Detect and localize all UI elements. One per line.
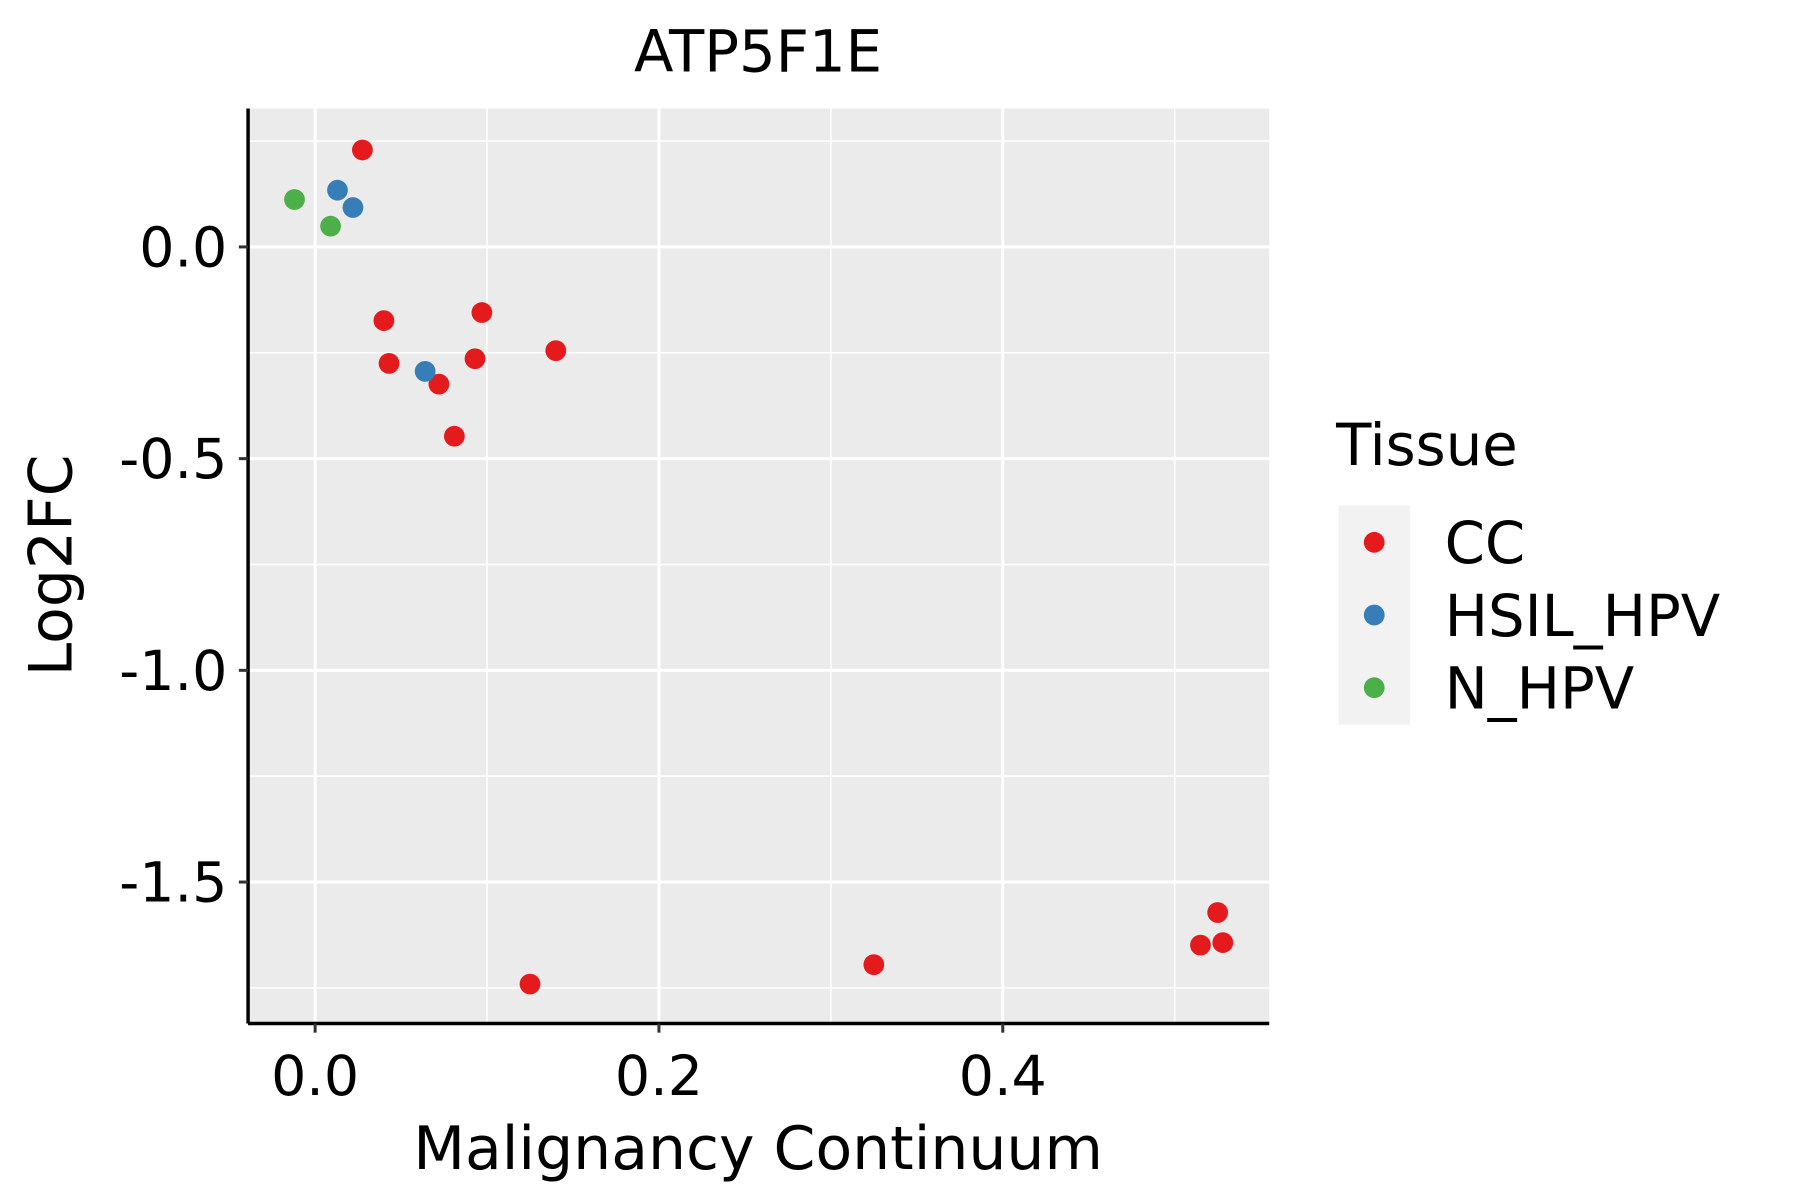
y-axis-label: Log2FC bbox=[17, 455, 87, 677]
data-point-cc bbox=[1207, 902, 1229, 923]
data-point-n-hpv bbox=[320, 215, 341, 237]
legend-label: CC bbox=[1445, 509, 1526, 577]
x-tick-label: 0.4 bbox=[959, 1045, 1047, 1109]
y-tick-label: -1.5 bbox=[119, 852, 227, 916]
y-tick-label: 0.0 bbox=[139, 217, 227, 281]
x-tick-label: 0.0 bbox=[271, 1045, 359, 1109]
legend-label: HSIL_HPV bbox=[1445, 582, 1721, 650]
data-point-cc bbox=[471, 302, 493, 323]
data-point-cc bbox=[443, 425, 465, 447]
chart-title: ATP5F1E bbox=[634, 18, 882, 86]
legend-key-hsil-hpv bbox=[1363, 604, 1385, 626]
data-point-cc bbox=[1212, 932, 1234, 953]
data-point-hsil-hpv bbox=[342, 197, 364, 218]
data-point-cc bbox=[464, 348, 486, 370]
y-tick-label: -1.0 bbox=[119, 640, 227, 704]
legend-key-n-hpv bbox=[1363, 677, 1385, 699]
data-point-hsil-hpv bbox=[327, 179, 348, 201]
x-tick-label: 0.2 bbox=[615, 1045, 703, 1109]
legend-title: Tissue bbox=[1335, 411, 1518, 479]
axis-ticks: 0.0 0.2 0.4 0.0 -0.5 -1.0 -1.5 bbox=[119, 217, 1047, 1109]
legend-key-cc bbox=[1363, 531, 1385, 553]
data-point-cc bbox=[428, 373, 450, 395]
data-point-cc bbox=[519, 973, 541, 995]
data-point-cc bbox=[863, 954, 885, 975]
plot-panel bbox=[248, 108, 1270, 1024]
data-point-cc bbox=[373, 310, 395, 331]
data-point-cc bbox=[545, 340, 567, 362]
data-point-cc bbox=[378, 352, 400, 374]
data-points bbox=[284, 139, 1234, 995]
data-point-n-hpv bbox=[284, 189, 305, 210]
legend-label: N_HPV bbox=[1445, 654, 1635, 722]
data-point-cc bbox=[1190, 934, 1211, 956]
x-axis-label: Malignancy Continuum bbox=[413, 1114, 1103, 1184]
grid-lines bbox=[248, 108, 1270, 1024]
data-point-hsil-hpv bbox=[414, 361, 436, 382]
y-tick-label: -0.5 bbox=[119, 428, 227, 492]
data-point-cc bbox=[352, 139, 373, 161]
